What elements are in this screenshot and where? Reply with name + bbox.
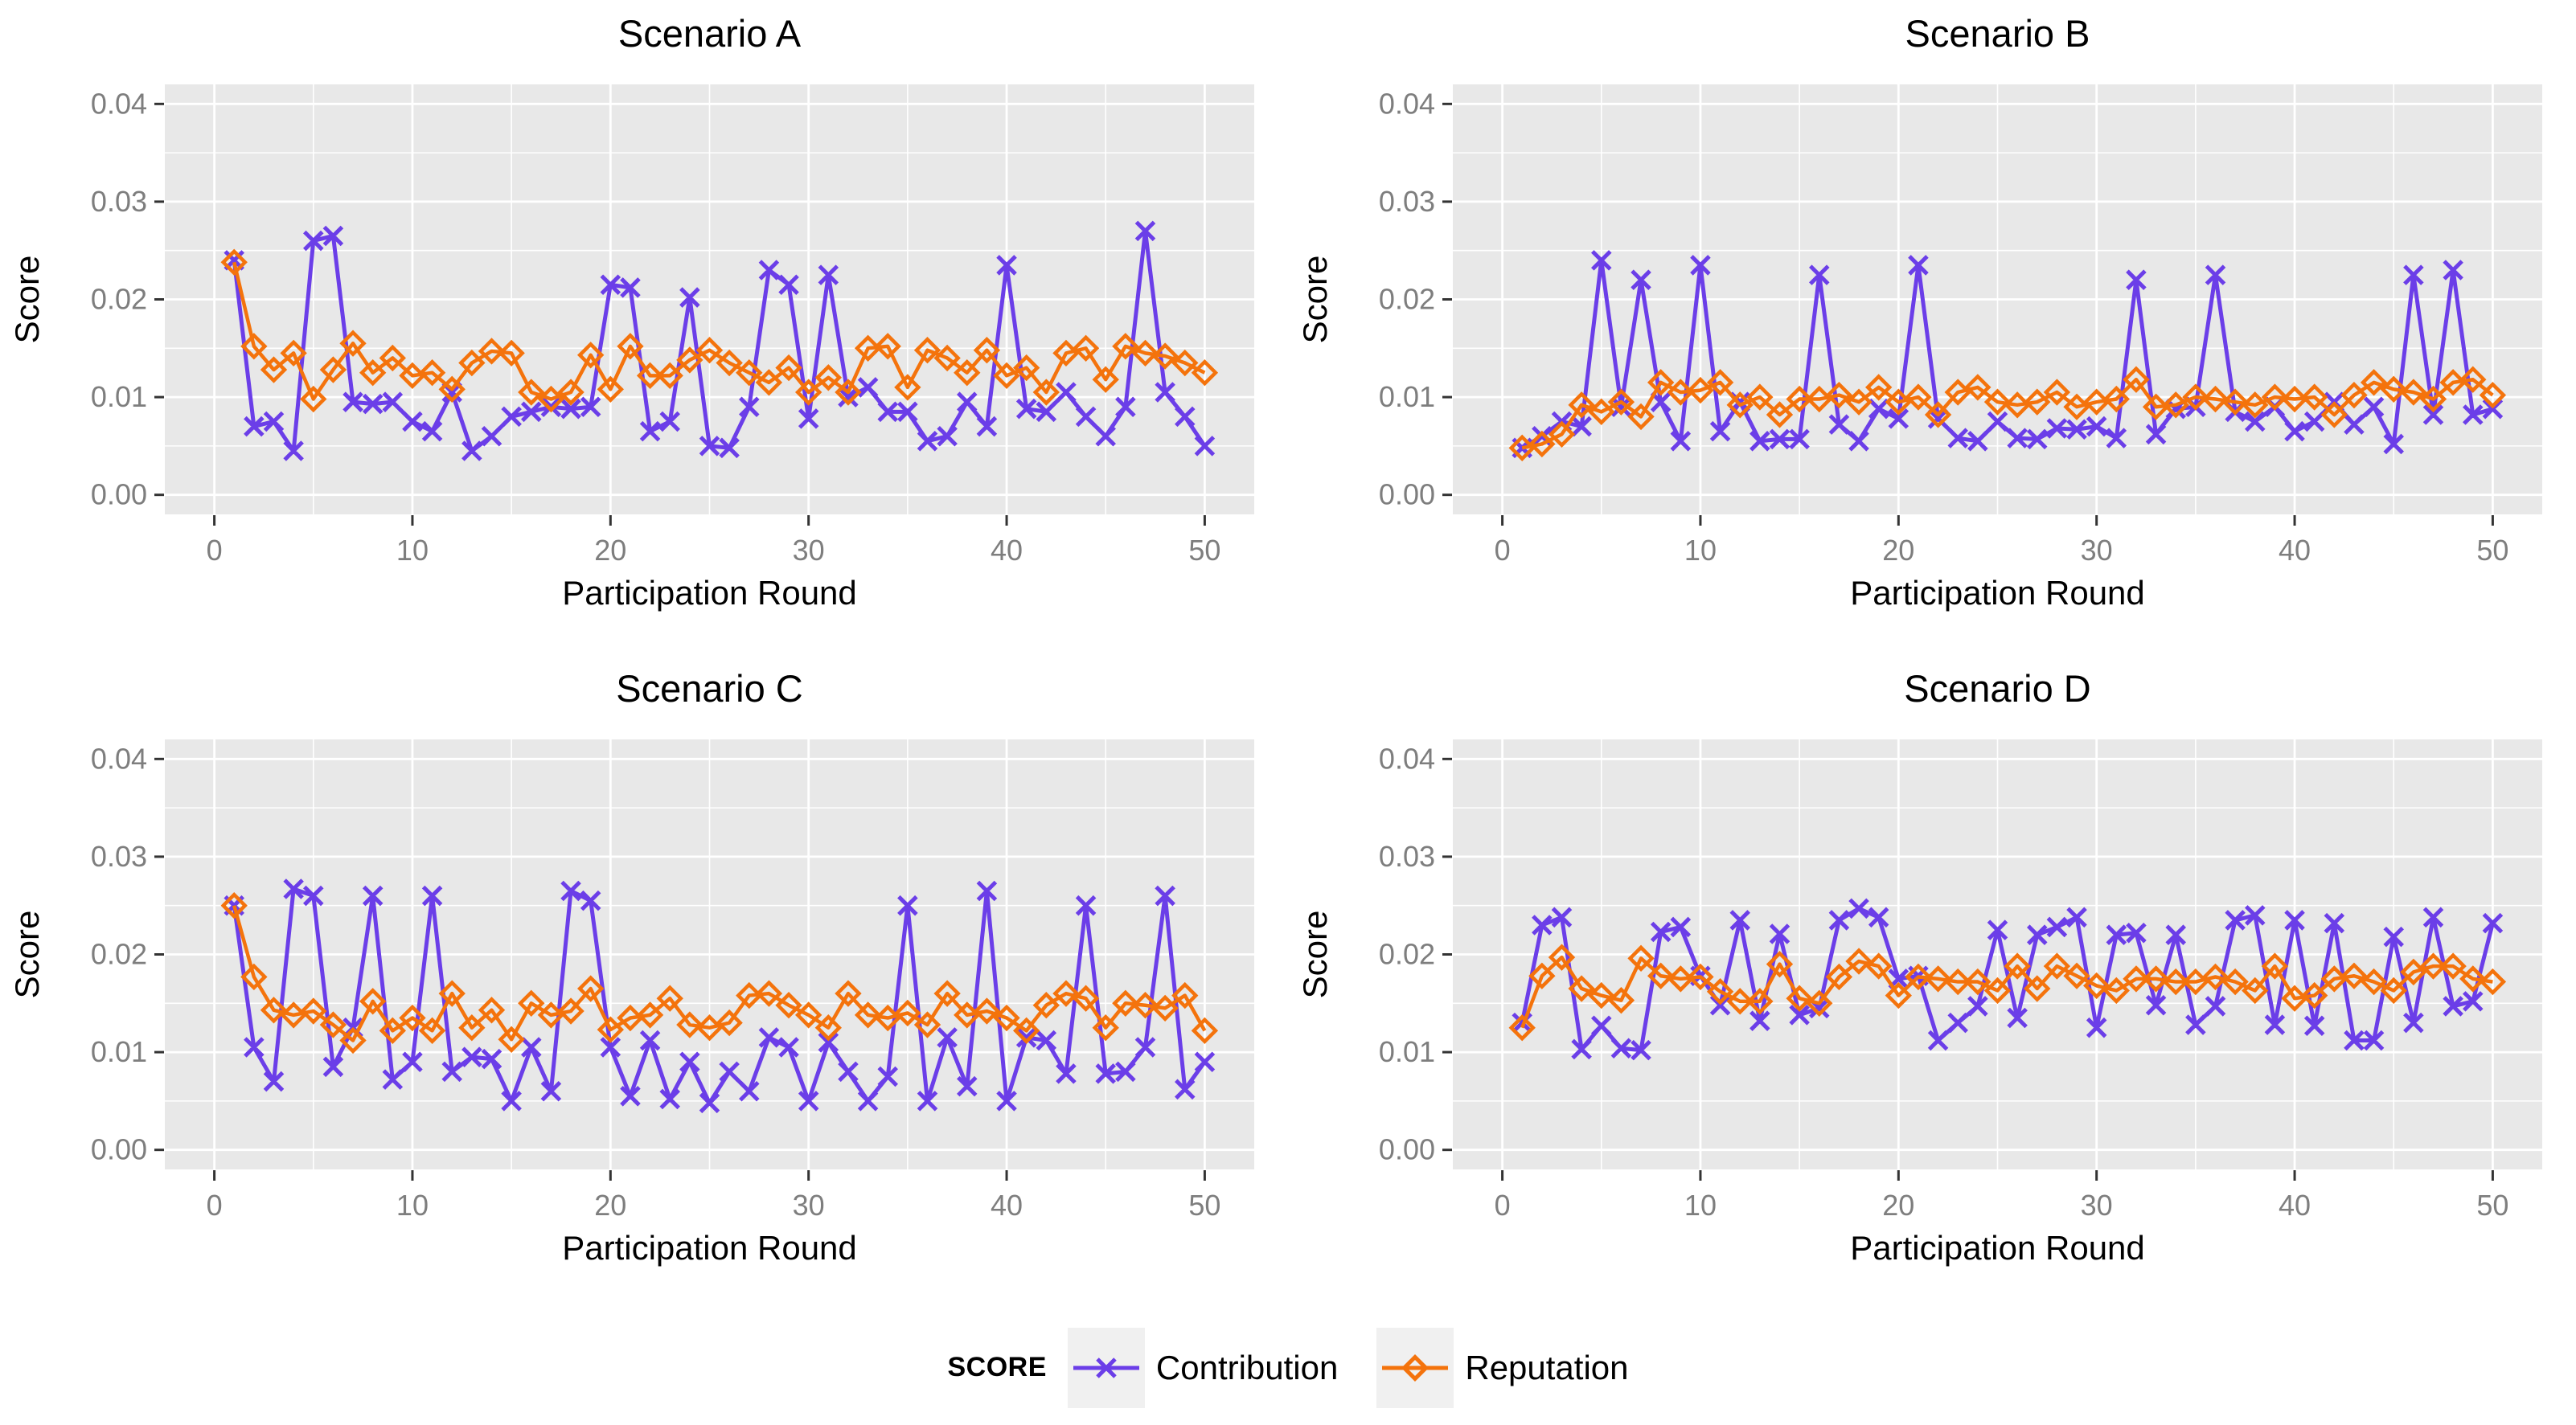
x-tick-label: 0 xyxy=(207,1189,223,1222)
y-tick-label: 0.03 xyxy=(91,185,147,218)
y-tick-label: 0.00 xyxy=(91,1133,147,1166)
legend-title: SCORE xyxy=(947,1352,1047,1382)
y-axis-title: Score xyxy=(1296,911,1334,999)
x-tick-label: 40 xyxy=(991,534,1023,567)
scenario-d-chart: 0.00 0.01 0.02 0.03 0.04 0 10 20 30 40 50 Scenario … xyxy=(1296,667,2542,1267)
reputation-line-sample-icon xyxy=(1382,1353,1449,1382)
contribution-key-box xyxy=(1067,1327,1145,1408)
y-tick-label: 0.03 xyxy=(1379,840,1435,873)
legend-label-reputation: Reputation xyxy=(1465,1348,1629,1386)
y-tick-label: 0.02 xyxy=(1379,938,1435,971)
panel-scenario-c: 0.00 0.01 0.02 0.03 0.04 0 10 20 30 40 50 Scenario … xyxy=(0,655,1288,1310)
x-tick-label: 20 xyxy=(594,1189,626,1222)
reputation-markers xyxy=(1508,366,2507,461)
y-tick-label: 0.02 xyxy=(1379,283,1435,316)
x-tick-label: 0 xyxy=(1495,534,1511,567)
contribution-markers xyxy=(224,220,1216,461)
x-axis-title: Participation Round xyxy=(1850,1229,2145,1267)
x-tick-label: 50 xyxy=(1188,1189,1220,1222)
y-tick-label: 0.04 xyxy=(1379,742,1435,775)
scenario-a-chart: 0.00 0.01 0.02 0.03 0.04 0 10 20 30 40 50 Scenario … xyxy=(8,12,1254,612)
y-tick-label: 0.01 xyxy=(1379,380,1435,413)
y-tick-label: 0.01 xyxy=(1379,1035,1435,1068)
x-tick-label: 30 xyxy=(2081,534,2113,567)
reputation-line xyxy=(232,261,1206,401)
x-tick-label: 40 xyxy=(2279,534,2311,567)
y-tick-label: 0.01 xyxy=(91,380,147,413)
y-axis-title: Score xyxy=(1296,256,1334,344)
x-tick-label: 50 xyxy=(2476,1189,2508,1222)
x-tick-label: 40 xyxy=(991,1189,1023,1222)
x-tick-label: 10 xyxy=(396,1189,429,1222)
reputation-line xyxy=(1520,955,2493,1029)
reputation-markers xyxy=(1508,944,2507,1042)
x-tick-label: 10 xyxy=(1684,1189,1717,1222)
chart-grid: 0.00 0.01 0.02 0.03 0.04 0 10 20 30 40 50 Scenario … xyxy=(0,0,2576,1310)
x-tick-label: 30 xyxy=(2081,1189,2113,1222)
x-tick-label: 0 xyxy=(207,534,223,567)
panel-title: Scenario A xyxy=(618,12,802,55)
x-tick-label: 10 xyxy=(1684,534,1717,567)
y-tick-label: 0.00 xyxy=(91,478,147,511)
x-tick-label: 20 xyxy=(1882,1189,1914,1222)
legend-item-contribution: Contribution xyxy=(1067,1327,1339,1408)
x-axis-title: Participation Round xyxy=(562,1229,857,1267)
x-tick-label: 30 xyxy=(793,534,825,567)
contribution-line xyxy=(1520,906,2495,1053)
y-tick-label: 0.03 xyxy=(1379,185,1435,218)
panel-title: Scenario B xyxy=(1905,12,2090,55)
panel-scenario-a: 0.00 0.01 0.02 0.03 0.04 0 10 20 30 40 50 Scenario … xyxy=(0,0,1288,655)
y-tick-label: 0.02 xyxy=(91,938,147,971)
y-tick-label: 0.03 xyxy=(91,840,147,873)
x-axis-title: Participation Round xyxy=(562,574,857,612)
x-tick-label: 50 xyxy=(2476,534,2508,567)
reputation-markers xyxy=(220,892,1219,1054)
y-axis-title: Score xyxy=(8,256,46,344)
x-tick-label: 10 xyxy=(396,534,429,567)
contribution-line-sample-icon xyxy=(1073,1357,1139,1378)
y-tick-label: 0.00 xyxy=(1379,478,1435,511)
x-tick-label: 0 xyxy=(1495,1189,1511,1222)
x-tick-label: 20 xyxy=(594,534,626,567)
panel-scenario-d: 0.00 0.01 0.02 0.03 0.04 0 10 20 30 40 50 Scenario … xyxy=(1288,655,2576,1310)
reputation-markers xyxy=(220,248,1219,413)
legend: SCORE Contribution Reputation xyxy=(0,1310,2576,1425)
legend-label-contribution: Contribution xyxy=(1155,1348,1339,1386)
panel-title: Scenario C xyxy=(616,667,803,710)
panel-title: Scenario D xyxy=(1904,667,2091,710)
reputation-key-box xyxy=(1376,1327,1454,1408)
scenario-c-chart: 0.00 0.01 0.02 0.03 0.04 0 10 20 30 40 50 Scenario … xyxy=(8,667,1254,1267)
x-axis-title: Participation Round xyxy=(1850,574,2145,612)
y-tick-label: 0.04 xyxy=(1379,87,1435,120)
x-tick-label: 40 xyxy=(2279,1189,2311,1222)
y-tick-label: 0.00 xyxy=(1379,1133,1435,1166)
panel-scenario-b: 0.00 0.01 0.02 0.03 0.04 0 10 20 30 40 50 Scenario … xyxy=(1288,0,2576,655)
x-tick-label: 20 xyxy=(1882,534,1914,567)
scenario-b-chart: 0.00 0.01 0.02 0.03 0.04 0 10 20 30 40 50 Scenario … xyxy=(1296,12,2542,612)
x-tick-label: 50 xyxy=(1188,534,1220,567)
x-tick-label: 30 xyxy=(793,1189,825,1222)
y-tick-label: 0.01 xyxy=(91,1035,147,1068)
y-tick-label: 0.02 xyxy=(91,283,147,316)
y-tick-label: 0.04 xyxy=(91,87,147,120)
y-tick-label: 0.04 xyxy=(91,742,147,775)
y-axis-title: Score xyxy=(8,911,46,999)
legend-item-reputation: Reputation xyxy=(1376,1327,1629,1408)
